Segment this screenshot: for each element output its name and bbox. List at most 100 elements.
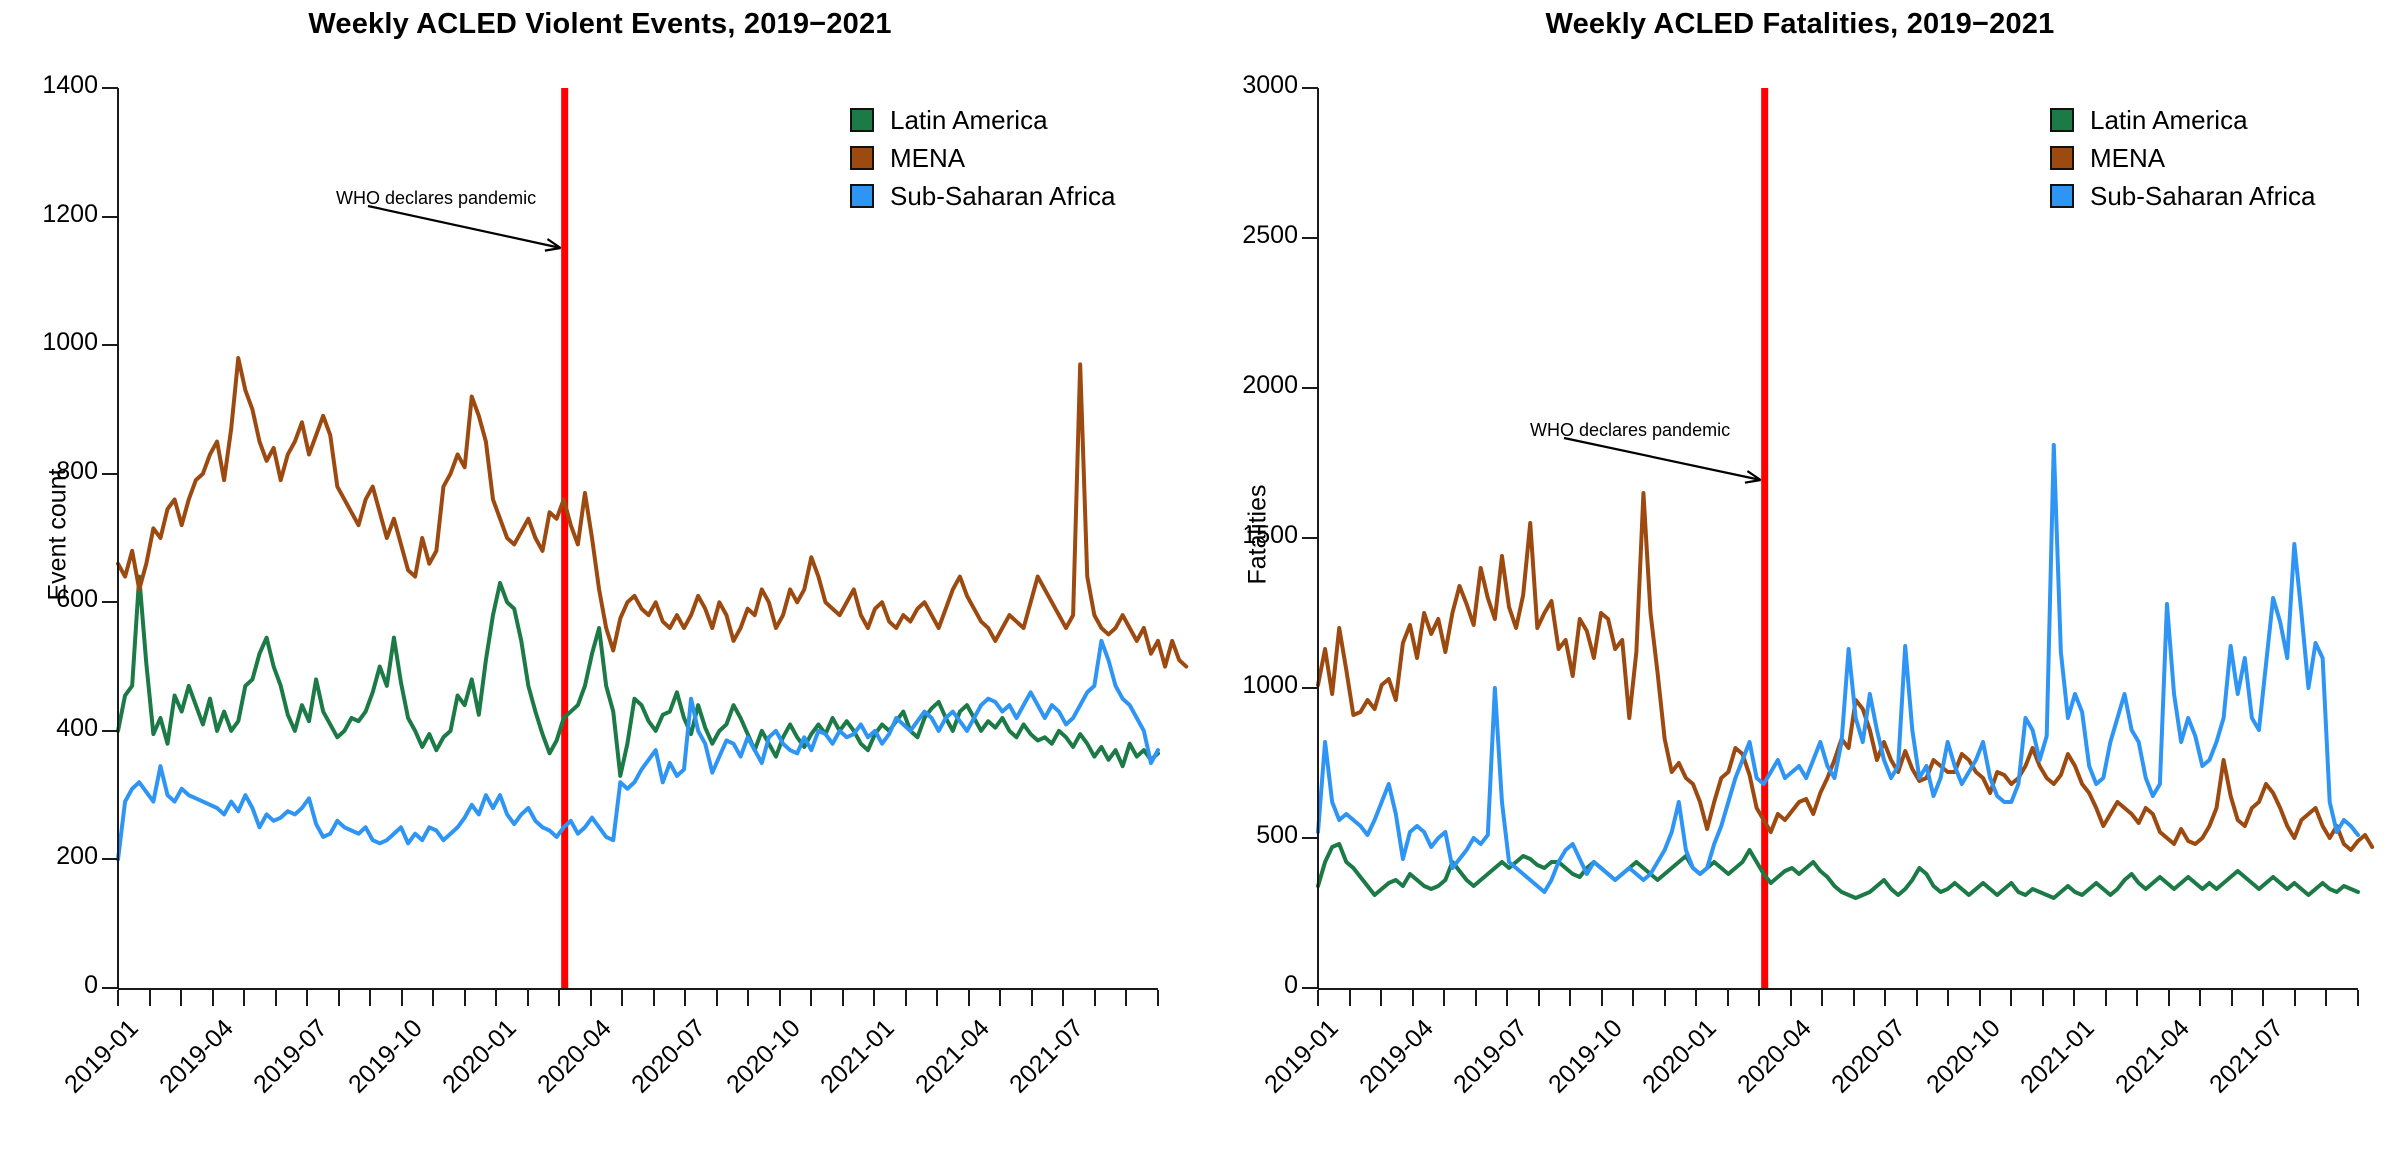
y-tick-mark <box>1302 87 1318 89</box>
y-tick-label: 200 <box>56 842 98 871</box>
y-tick-mark <box>102 87 118 89</box>
y-axis-label-fatalities: Fatalities <box>1243 484 1272 585</box>
x-tick-mark <box>2357 990 2359 1006</box>
legend-square-blue-icon <box>850 184 874 208</box>
y-tick-label: 3000 <box>1242 71 1298 99</box>
y-tick-mark <box>102 729 118 732</box>
x-tick-mark <box>2167 990 2170 1006</box>
panel-violent-events: Weekly ACLED Violent Events, 2019−2021 0… <box>42 8 1189 1099</box>
x-tick-mark <box>1663 990 1666 1006</box>
x-tick-mark <box>2073 990 2076 1006</box>
x-tick-mark <box>2136 990 2139 1006</box>
y-tick-label: 0 <box>1284 971 1298 999</box>
annotation-arrowhead-icon <box>1744 470 1762 484</box>
chart-title-fatalities: Weekly ACLED Fatalities, 2019−2021 <box>1545 8 2055 40</box>
y-tick-label: 1200 <box>42 199 98 228</box>
y-tick-label: 800 <box>56 456 98 485</box>
x-tick-mark <box>967 990 970 1006</box>
x-tick-mark <box>2262 990 2265 1006</box>
chart-title-violent-events: Weekly ACLED Violent Events, 2019−2021 <box>308 8 892 40</box>
x-tick-mark <box>652 990 655 1006</box>
x-tick-mark <box>1125 990 1128 1006</box>
y-tick-mark <box>1302 387 1318 389</box>
x-tick-mark <box>1569 990 1572 1006</box>
x-tick-mark <box>148 990 151 1006</box>
y-tick-label: 500 <box>1256 821 1298 849</box>
x-tick-mark <box>1821 990 1824 1006</box>
y-tick-label: 1000 <box>42 328 98 357</box>
x-tick-mark <box>1632 990 1635 1006</box>
y-tick-mark <box>1302 837 1318 839</box>
legend-item-latin-america[interactable]: Latin America <box>2050 104 2315 136</box>
y-tick-mark <box>1302 987 1318 989</box>
x-tick-mark <box>904 990 907 1006</box>
annotation-arrow-icon <box>1563 436 1761 482</box>
x-tick-mark <box>1506 990 1509 1006</box>
legend-square-brown-icon <box>850 146 874 170</box>
x-tick-mark <box>369 990 372 1006</box>
y-tick-mark <box>102 601 118 604</box>
x-tick-mark <box>1789 990 1792 1006</box>
x-tick-mark <box>1157 990 1159 1006</box>
x-axis-spine <box>118 988 1158 990</box>
x-tick-mark <box>873 990 876 1006</box>
legend-label-sub-saharan-africa: Sub-Saharan Africa <box>890 180 1116 211</box>
x-tick-mark <box>1695 990 1698 1006</box>
y-tick-label: 1500 <box>1242 521 1298 549</box>
x-tick-mark <box>211 990 214 1006</box>
x-tick-mark <box>526 990 529 1006</box>
panel-fatalities: Weekly ACLED Fatalities, 2019−2021 0 500 1… <box>1200 0 2400 1150</box>
x-tick-mark <box>684 990 687 1006</box>
x-tick-mark <box>558 990 561 1006</box>
x-tick-mark <box>1348 990 1351 1006</box>
x-tick-mark <box>1758 990 1761 1006</box>
x-tick-mark <box>778 990 781 1006</box>
legend-item-mena[interactable]: MENA <box>2050 142 2315 174</box>
annotation-label-violent-events: WHO declares pandemic <box>336 188 537 208</box>
y-tick-mark <box>1302 537 1318 539</box>
x-tick-mark <box>1093 990 1096 1006</box>
x-tick-mark <box>589 990 592 1006</box>
x-tick-mark <box>400 990 403 1006</box>
x-tick-mark <box>180 990 183 1006</box>
x-tick-mark <box>1884 990 1887 1006</box>
plot-area-fatalities <box>1316 88 2375 988</box>
x-tick-mark <box>2041 990 2044 1006</box>
x-tick-mark <box>306 990 309 1006</box>
x-tick-mark <box>810 990 813 1006</box>
x-tick-mark <box>1915 990 1918 1006</box>
annotation-arrowhead-icon <box>544 238 562 252</box>
y-tick-label: 1000 <box>1242 671 1298 699</box>
x-tick-mark <box>1380 990 1383 1006</box>
x-tick-mark <box>117 990 119 1006</box>
legend-item-sub-saharan-africa[interactable]: Sub-Saharan Africa <box>2050 180 2315 212</box>
annotation-label-fatalities: WHO declares pandemic <box>1530 420 1731 440</box>
legend-fatalities: Latin America MENA Sub-Saharan Africa <box>2050 104 2315 218</box>
x-tick-mark <box>2104 990 2107 1006</box>
series-line-sub-saharan-africa <box>116 638 1160 862</box>
y-tick-mark <box>102 472 118 475</box>
x-tick-mark <box>999 990 1002 1006</box>
x-tick-mark <box>1537 990 1540 1006</box>
x-tick-mark <box>1411 990 1414 1006</box>
legend-square-green-icon <box>850 108 874 132</box>
x-tick-mark <box>2230 990 2233 1006</box>
legend-item-latin-america[interactable]: Latin America <box>850 104 1115 136</box>
series-line-latin-america <box>116 574 1160 778</box>
legend-label-mena: MENA <box>890 142 966 173</box>
y-tick-label: 0 <box>84 971 98 999</box>
legend-item-sub-saharan-africa[interactable]: Sub-Saharan Africa <box>850 180 1115 212</box>
x-tick-mark <box>747 990 750 1006</box>
x-tick-mark <box>1978 990 1981 1006</box>
x-tick-mark <box>1852 990 1855 1006</box>
series-line-latin-america <box>1316 842 2360 900</box>
legend-square-green-icon <box>2050 108 2074 132</box>
x-tick-mark <box>1317 990 1319 1006</box>
y-tick-mark <box>1302 687 1318 689</box>
x-tick-mark <box>432 990 435 1006</box>
legend-label-latin-america: Latin America <box>890 104 1048 135</box>
legend-item-mena[interactable]: MENA <box>850 142 1115 174</box>
y-tick-mark <box>102 858 118 861</box>
legend-label-mena: MENA <box>2090 142 2166 173</box>
